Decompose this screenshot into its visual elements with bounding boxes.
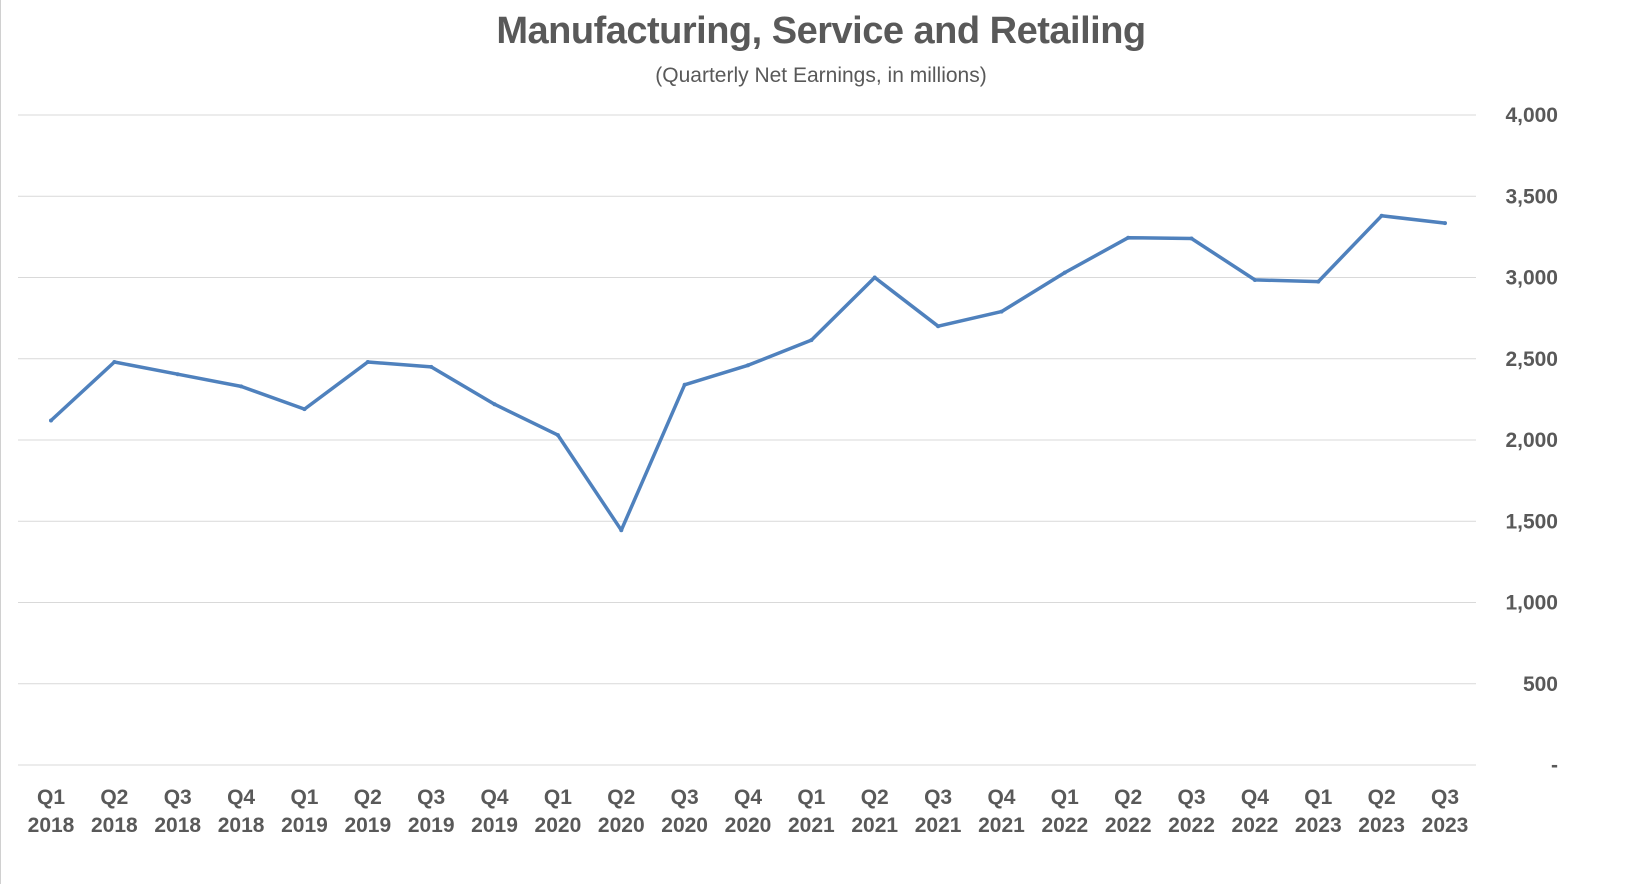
x-tick-label: 2022 (1232, 814, 1279, 837)
x-tick-label: Q2 (607, 786, 635, 809)
x-tick-label: 2018 (218, 814, 265, 837)
data-point (1189, 236, 1194, 241)
y-tick-label: 2,500 (1505, 348, 1558, 371)
x-tick-label: 2018 (28, 814, 75, 837)
data-point (1316, 279, 1321, 284)
x-tick-label: 2021 (788, 814, 835, 837)
x-tick-label: Q4 (734, 786, 762, 809)
data-point (936, 324, 941, 329)
x-tick-label: Q2 (1114, 786, 1142, 809)
data-point (872, 275, 877, 280)
x-tick-label: 2021 (851, 814, 898, 837)
y-tick-label: 1,500 (1505, 510, 1558, 533)
x-tick-label: Q1 (544, 786, 572, 809)
x-tick-label: Q2 (354, 786, 382, 809)
data-point (365, 360, 370, 364)
chart-border (0, 0, 1, 884)
x-tick-label: Q1 (1051, 786, 1079, 809)
data-point (555, 433, 560, 438)
y-tick-label: 500 (1523, 673, 1558, 696)
series-line (49, 214, 1447, 532)
data-point (492, 402, 497, 407)
x-tick-label: 2020 (535, 814, 582, 837)
data-point (112, 360, 117, 364)
x-tick-label: 2020 (598, 814, 645, 837)
x-tick-label: 2019 (281, 814, 328, 837)
x-tick-label: 2022 (1041, 814, 1088, 837)
x-tick-label: 2022 (1168, 814, 1215, 837)
data-point (49, 418, 53, 423)
x-tick-label: Q3 (417, 786, 445, 809)
x-tick-label: 2020 (661, 814, 708, 837)
x-tick-label: Q1 (290, 786, 318, 809)
x-tick-label: Q4 (481, 786, 509, 809)
data-point (175, 372, 180, 377)
y-tick-label: 2,000 (1505, 429, 1558, 452)
x-tick-label: Q4 (227, 786, 255, 809)
chart-title: Manufacturing, Service and Retailing (496, 10, 1146, 52)
data-point (1126, 235, 1131, 240)
x-tick-label: 2023 (1295, 814, 1342, 837)
x-tick-label: Q3 (1178, 786, 1206, 809)
y-tick-label: 4,000 (1505, 104, 1558, 127)
data-point (809, 338, 814, 343)
x-tick-label: 2023 (1358, 814, 1405, 837)
x-tick-label: 2019 (471, 814, 518, 837)
x-tick-label: Q3 (671, 786, 699, 809)
x-tick-label: Q4 (987, 786, 1015, 809)
data-point (746, 363, 750, 368)
x-tick-label: 2018 (154, 814, 201, 837)
y-tick-label: 3,500 (1505, 185, 1558, 208)
data-point (1379, 213, 1384, 218)
y-tick-label: 1,000 (1505, 592, 1558, 615)
data-point (1443, 221, 1447, 226)
x-tick-label: Q1 (797, 786, 825, 809)
y-tick-label: 3,000 (1505, 267, 1558, 290)
x-tick-label: Q2 (861, 786, 889, 809)
data-point (1252, 277, 1257, 282)
x-tick-label: Q1 (37, 786, 65, 809)
x-tick-label: Q4 (1241, 786, 1269, 809)
x-tick-label: Q2 (100, 786, 128, 809)
x-tick-label: Q1 (1304, 786, 1332, 809)
chart-subtitle: (Quarterly Net Earnings, in millions) (655, 64, 987, 87)
x-tick-label: 2021 (915, 814, 962, 837)
x-tick-label: 2020 (725, 814, 772, 837)
x-tick-label: 2022 (1105, 814, 1152, 837)
data-point (682, 382, 687, 387)
data-point (302, 407, 307, 412)
x-tick-label: 2019 (344, 814, 391, 837)
data-point (1062, 270, 1067, 275)
x-tick-label: Q2 (1368, 786, 1396, 809)
data-point (619, 528, 624, 533)
x-tick-label: Q3 (924, 786, 952, 809)
data-point (429, 364, 434, 369)
x-tick-label: 2018 (91, 814, 138, 837)
data-point (239, 384, 244, 389)
x-tick-label: Q3 (1431, 786, 1459, 809)
x-tick-label: Q3 (164, 786, 192, 809)
x-tick-label: 2023 (1422, 814, 1469, 837)
x-tick-label: 2021 (978, 814, 1025, 837)
x-tick-label: 2019 (408, 814, 455, 837)
data-point (999, 309, 1004, 314)
y-tick-label: - (1551, 754, 1558, 777)
